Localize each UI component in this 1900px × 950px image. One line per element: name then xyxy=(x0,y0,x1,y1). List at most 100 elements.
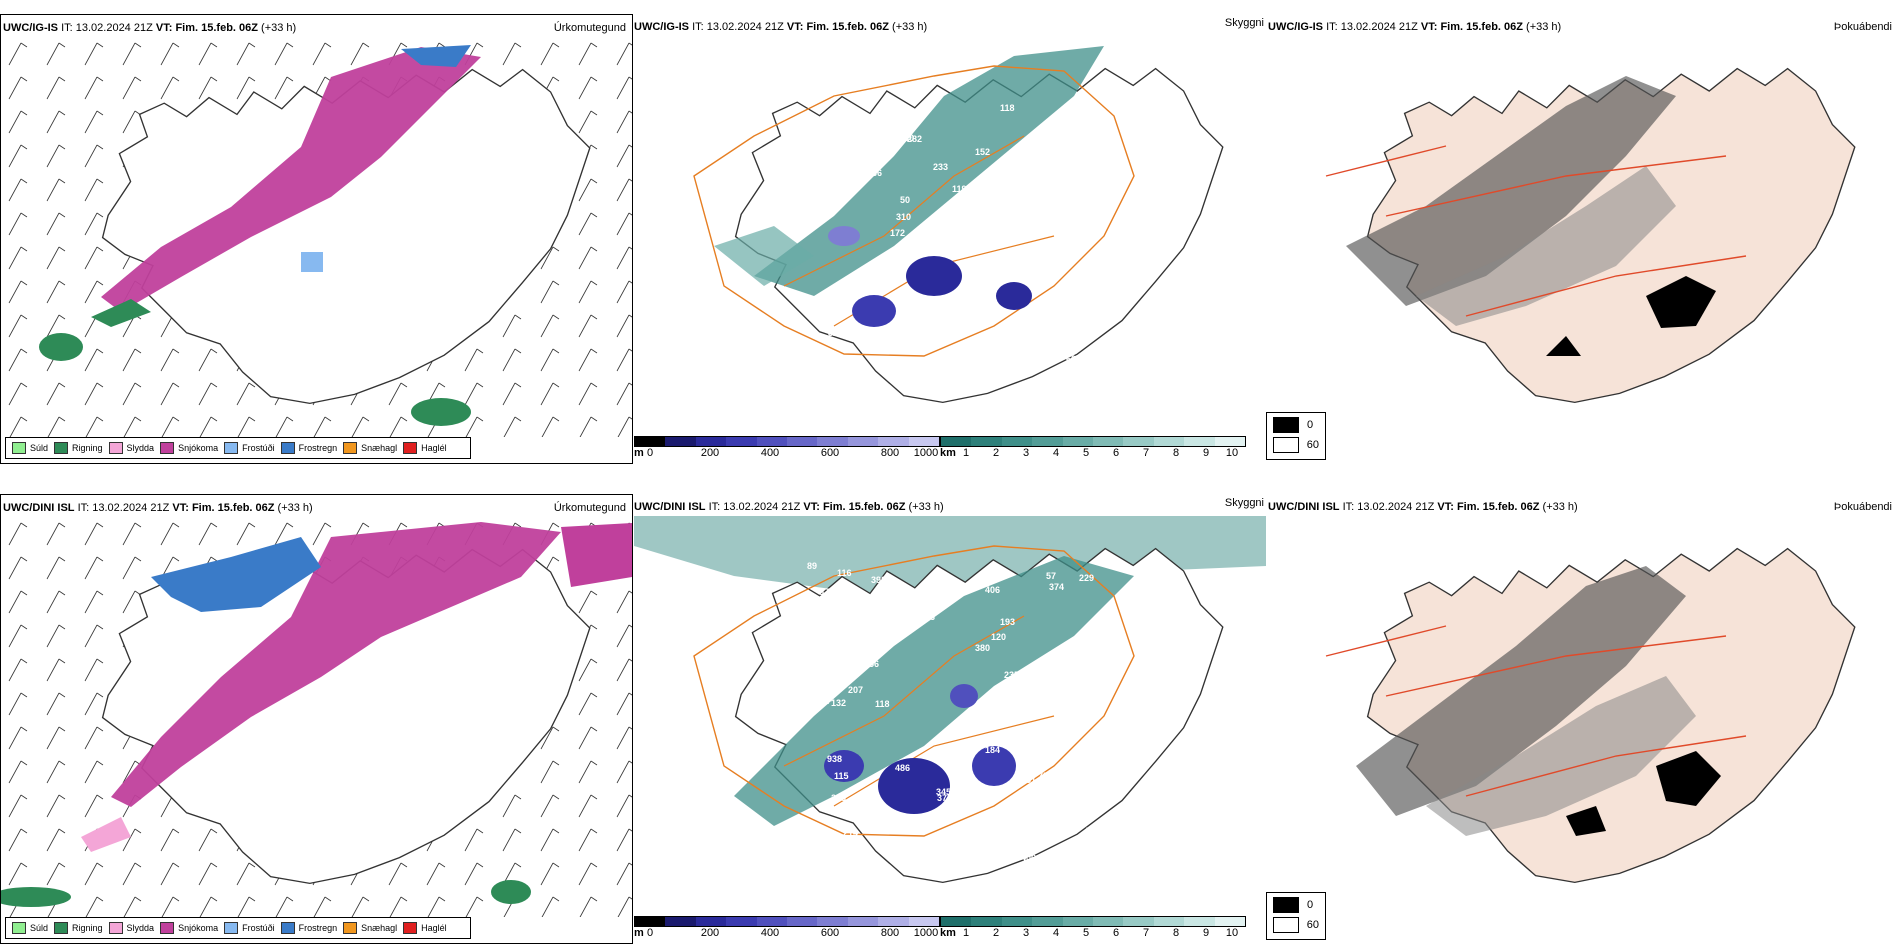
colorbar-swatch xyxy=(908,437,940,446)
ceiling-value-label: 207 xyxy=(848,685,863,695)
ceiling-value-label: 132 xyxy=(831,698,846,708)
precip-legend: Súld Rigning Slydda Snjókoma Frostúði Fr… xyxy=(5,437,471,459)
legend-item: Rigning xyxy=(54,442,103,454)
legend-item: Frostúði xyxy=(224,442,275,454)
colorbar-unit: m xyxy=(634,927,644,939)
colorbar-tick: 800 xyxy=(880,927,900,939)
ceiling-value-label: 115 xyxy=(834,771,849,781)
legend-label: Snæhagl xyxy=(361,923,398,933)
lead-time: (+33 h) xyxy=(892,21,928,33)
legend-item: Snæhagl xyxy=(343,442,397,454)
ceiling-value-label: 374 xyxy=(1049,582,1064,592)
valid-time: Fim. 15.feb. 06Z xyxy=(806,21,889,33)
ceiling-value-label: 938 xyxy=(827,754,842,764)
colorbar-swatch xyxy=(847,917,879,926)
colorbar-swatch xyxy=(787,917,818,926)
legend-item: Rigning xyxy=(54,922,103,934)
legend-swatch xyxy=(280,442,295,454)
init-time: 13.02.2024 21Z xyxy=(75,22,153,34)
colorbar-swatch xyxy=(1032,917,1063,926)
colorbar-swatch xyxy=(817,437,848,446)
legend-label: Súld xyxy=(30,443,49,453)
colorbar-swatch xyxy=(1184,437,1215,446)
visibility-panel-bottom: UWC/DINI ISL IT: 13.02.2024 21Z VT: Fim.… xyxy=(634,494,1266,944)
ceiling-value-label: 169 xyxy=(971,834,986,844)
init-time: 13.02.2024 21Z xyxy=(706,21,784,33)
legend-swatch xyxy=(54,442,69,454)
lead-time: (+33 h) xyxy=(261,22,297,34)
colorbar-tick: 7 xyxy=(1142,927,1150,939)
ceiling-value-label: 118 xyxy=(1000,103,1015,113)
it-label: IT: xyxy=(61,22,73,34)
colorbar-tick: 6 xyxy=(1112,927,1120,939)
panel-title: Úrkomutegund xyxy=(553,502,626,514)
ceiling-value-label: 145 xyxy=(1090,768,1105,778)
legend-item: Frostregn xyxy=(280,922,337,934)
model-name: UWC/IG-IS xyxy=(1268,21,1323,33)
colorbar-tick: 0 xyxy=(646,927,654,939)
legend-item: Snæhagl xyxy=(343,922,397,934)
colorbar-swatch xyxy=(635,917,666,926)
colorbar-swatch xyxy=(1001,917,1033,926)
colorbar-swatch xyxy=(817,917,848,926)
ceiling-value-label: 378 xyxy=(977,855,992,865)
colorbar-swatch xyxy=(695,437,727,446)
ceiling-value-label: 289 xyxy=(935,817,950,827)
ceiling-value-label: 142 xyxy=(777,616,792,626)
ceiling-value-label: 466 xyxy=(867,168,882,178)
colorbar-tick: 400 xyxy=(760,927,780,939)
colorbar-tick: 4 xyxy=(1052,927,1060,939)
ceiling-value-label: 172 xyxy=(890,228,905,238)
ceiling-value-label: 118 xyxy=(875,699,890,709)
model-name: UWC/DINI ISL xyxy=(634,501,706,513)
ceiling-value-label: 377 xyxy=(937,793,952,803)
ceiling-value-label: 323 xyxy=(828,328,843,338)
valid-time: Fim. 15.feb. 06Z xyxy=(822,501,906,513)
colorbar-swatch xyxy=(971,917,1002,926)
model-name: UWC/DINI ISL xyxy=(3,502,75,514)
vt-label: VT: xyxy=(155,22,173,34)
panel-title: Þokuábendi xyxy=(1833,21,1892,33)
legend-swatch xyxy=(54,922,69,934)
legend-swatch xyxy=(160,442,175,454)
ceiling-value-label: 270 xyxy=(979,257,994,267)
colorbar-ticks: km 1 2 3 4 5 6 7 8 9 10 xyxy=(940,447,1246,461)
legend-label: 0 xyxy=(1307,899,1314,911)
panel-title: Skyggni xyxy=(1224,17,1264,29)
ceiling-value-label: 420 xyxy=(1072,160,1087,170)
legend-swatch xyxy=(108,442,123,454)
colorbar-tick: 3 xyxy=(1022,927,1030,939)
it-label: IT: xyxy=(1326,21,1338,33)
ceiling-value-label: 221 xyxy=(814,696,829,706)
ceiling-value-label: 229 xyxy=(1079,573,1094,583)
colorbar-swatches xyxy=(940,436,1246,447)
colorbar-tick: 200 xyxy=(700,927,720,939)
valid-time: Fim. 15.feb. 06Z xyxy=(1456,501,1540,513)
legend-swatch xyxy=(108,922,123,934)
ceiling-value-label: 356 xyxy=(864,659,879,669)
fog-legend: 0 60 xyxy=(1266,412,1326,460)
colorbar-swatch xyxy=(1093,437,1124,446)
ceiling-value-label: 75 xyxy=(1038,771,1048,781)
it-label: IT: xyxy=(708,501,721,513)
colorbar-swatch xyxy=(1214,917,1246,926)
vt-label: VT: xyxy=(172,502,189,514)
colorbar-swatch xyxy=(1123,917,1154,926)
ceiling-value-label: 600 xyxy=(896,315,911,325)
ceiling-value-label: 858 xyxy=(1079,754,1094,764)
legend-label: Frostregn xyxy=(298,443,338,453)
ceiling-value-label: 62 xyxy=(1039,354,1049,364)
ceiling-value-label: 398 xyxy=(871,575,886,585)
legend-item: Súld xyxy=(12,442,48,454)
colorbar-unit: km xyxy=(940,927,956,939)
colorbar-tick: 1000 xyxy=(913,927,939,939)
colorbar-tick: 1 xyxy=(962,447,970,459)
colorbar-swatch xyxy=(787,437,818,446)
lead-time: (+33 h) xyxy=(1526,21,1562,33)
colorbar-tick: 800 xyxy=(880,447,900,459)
ceiling-value-label: 57 xyxy=(1046,571,1056,581)
colorbar-ticks: km 1 2 3 4 5 6 7 8 9 10 xyxy=(940,927,1246,941)
colorbar-swatch xyxy=(878,437,909,446)
colorbar-unit: m xyxy=(634,447,644,459)
ceiling-value-label: 571 xyxy=(819,587,834,597)
